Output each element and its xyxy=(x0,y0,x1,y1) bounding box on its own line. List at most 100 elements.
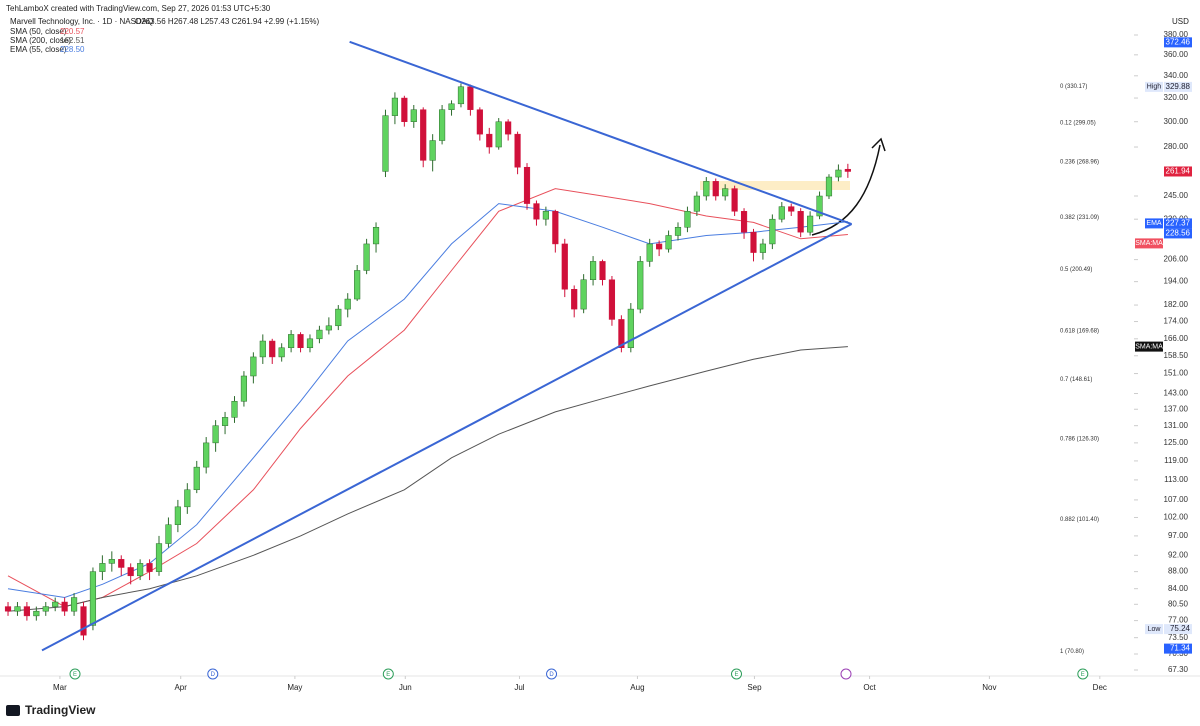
x-tick-label: Apr xyxy=(174,683,187,692)
y-tick-label: 67.30 xyxy=(1168,665,1189,674)
candle-body xyxy=(354,270,361,300)
candle-body xyxy=(137,563,144,577)
x-tick-label: Jul xyxy=(514,683,524,692)
event-marker xyxy=(207,668,219,680)
price-tag-name: EMA xyxy=(1146,220,1162,227)
candle-body xyxy=(70,597,78,612)
event-label: E xyxy=(734,672,738,678)
y-tick-label: 137.00 xyxy=(1164,404,1189,413)
x-tick-label: Mar xyxy=(53,683,67,692)
price-tag-name: SMA:MA xyxy=(1135,240,1163,247)
fib-label: 0 (330.17) xyxy=(1060,84,1087,90)
candle-body xyxy=(495,121,502,148)
candle-body xyxy=(571,289,578,310)
candle-body xyxy=(533,203,540,220)
legend-name: EMA (55, close) xyxy=(10,45,67,54)
logo xyxy=(6,705,20,716)
y-tick-label: 360.00 xyxy=(1164,50,1189,59)
currency: USD xyxy=(1172,17,1189,26)
fib-label: 0.618 (169.68) xyxy=(1060,328,1099,334)
price-tag-name: Low xyxy=(1148,626,1162,633)
price-tag-name-box xyxy=(1145,624,1163,635)
x-tick-label: Sep xyxy=(747,683,762,692)
price-tag-label: 227.37 xyxy=(1166,219,1191,228)
price-tag-label: 71.34 xyxy=(1170,644,1191,653)
candle-body xyxy=(420,109,427,161)
candle-body xyxy=(278,347,285,358)
price-tag xyxy=(1164,624,1192,635)
price-tag xyxy=(1164,166,1192,177)
candle-body xyxy=(221,417,229,426)
x-tick-label: Aug xyxy=(630,683,644,692)
candle-body xyxy=(23,606,30,617)
price-tag-label: 261.94 xyxy=(1166,167,1191,176)
candle-body xyxy=(193,466,200,491)
candle-body xyxy=(325,325,332,331)
price-tag xyxy=(1164,643,1192,654)
y-tick-label: 300.00 xyxy=(1164,117,1189,126)
y-tick-label: 88.00 xyxy=(1168,567,1189,576)
candle-body xyxy=(118,559,125,568)
y-tick-label: 340.00 xyxy=(1164,71,1189,80)
candle-body xyxy=(391,97,398,116)
candle-body xyxy=(89,571,97,626)
y-tick-label: 119.00 xyxy=(1164,456,1188,465)
event-marker xyxy=(731,668,743,680)
y-tick-label: 107.00 xyxy=(1164,495,1189,504)
x-tick-label: Nov xyxy=(982,683,996,692)
y-tick-label: 77.00 xyxy=(1168,616,1189,625)
candle-body xyxy=(599,261,606,280)
y-tick-label: 97.00 xyxy=(1168,531,1189,540)
candle-body xyxy=(297,334,304,349)
price-tag-label: 372.46 xyxy=(1166,37,1191,46)
candle-body xyxy=(788,206,795,212)
fib-label: 0.12 (299.05) xyxy=(1060,120,1096,126)
price-tag xyxy=(1164,218,1192,229)
price-tag xyxy=(1164,37,1192,48)
y-tick-label: 158.50 xyxy=(1164,351,1189,360)
candle-body xyxy=(722,188,729,197)
highlight-zone xyxy=(700,181,850,190)
candle-body xyxy=(712,181,719,197)
candle-body xyxy=(61,601,68,612)
y-tick-label: 380.00 xyxy=(1164,30,1189,39)
y-tick-label: 80.50 xyxy=(1168,599,1189,608)
candle-body xyxy=(835,169,842,178)
candle-body xyxy=(344,298,351,310)
candle-body xyxy=(439,109,446,141)
symbol: Marvell Technology, Inc. · 1D · NASDAQ xyxy=(10,17,153,26)
price-tag xyxy=(1164,228,1192,239)
event-label: D xyxy=(211,672,216,678)
y-tick-label: 73.50 xyxy=(1168,633,1189,642)
event-marker xyxy=(69,668,81,680)
candle-body xyxy=(467,86,474,110)
ma-line xyxy=(7,346,848,612)
candle-body xyxy=(816,195,823,217)
candle-body xyxy=(646,243,653,262)
y-tick-label: 92.00 xyxy=(1168,550,1189,559)
brand: TradingView xyxy=(25,703,96,717)
candle-body xyxy=(476,109,483,135)
event-label: D xyxy=(549,672,554,678)
event-marker xyxy=(1077,668,1089,680)
trendline xyxy=(41,223,853,652)
candle-body xyxy=(703,181,710,197)
price-tag-label: 228.56 xyxy=(1166,229,1191,238)
candle-body xyxy=(561,243,568,290)
arrow-head xyxy=(871,137,886,152)
event-label: E xyxy=(73,672,77,678)
candle-body xyxy=(759,243,767,253)
candle-body xyxy=(42,606,49,612)
candle-body xyxy=(372,226,380,245)
candle-body xyxy=(240,375,248,402)
candle-body xyxy=(401,97,408,122)
candle-body xyxy=(127,567,134,577)
candle-body xyxy=(52,601,59,607)
candle-body xyxy=(674,226,682,236)
legend-value: 228.50 xyxy=(60,45,85,54)
y-tick-label: 151.00 xyxy=(1164,369,1189,378)
candle-body xyxy=(656,243,663,250)
x-tick-label: Dec xyxy=(1093,683,1107,692)
